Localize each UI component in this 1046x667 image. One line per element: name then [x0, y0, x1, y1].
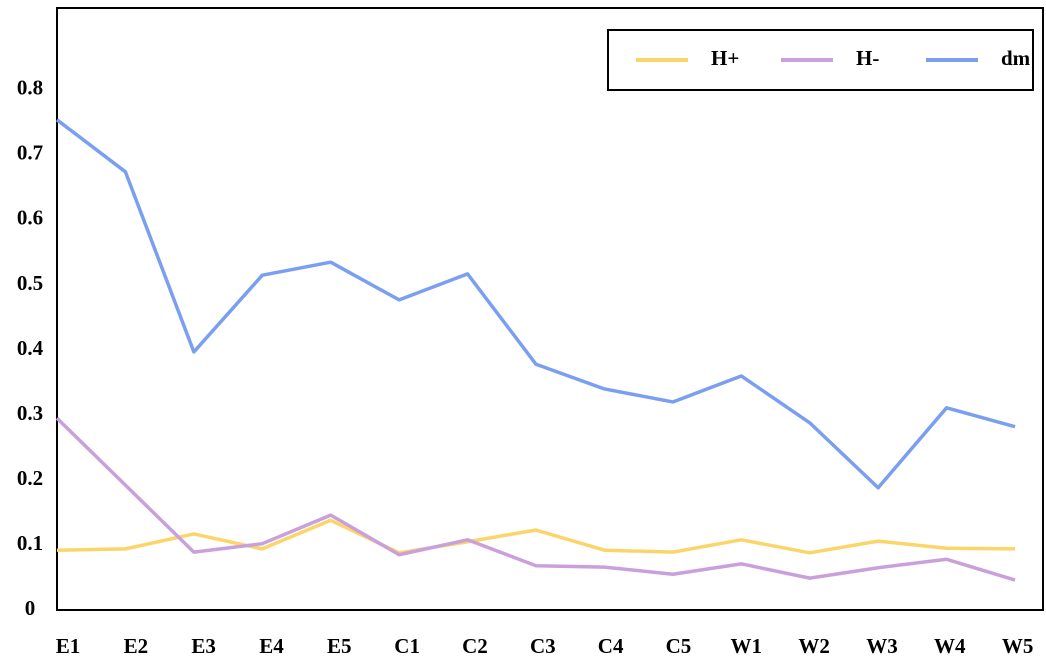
series-line: [55, 118, 1016, 490]
x-tick-label: E4: [259, 634, 284, 658]
x-tick-label: C1: [394, 634, 420, 658]
y-tick-label: 0.6: [17, 206, 43, 230]
y-tick-label: 0: [25, 596, 36, 620]
x-tick-label: W1: [731, 634, 763, 658]
legend-label: dm: [1001, 46, 1031, 70]
legend-label: H-: [856, 46, 879, 70]
x-tick-label: E2: [124, 634, 149, 658]
x-tick-label: C2: [462, 634, 488, 658]
plot-frame: [56, 7, 1044, 611]
x-tick-label: C5: [666, 634, 692, 658]
x-tick-label: W2: [798, 634, 830, 658]
x-tick-label: C3: [530, 634, 556, 658]
x-tick-label: E5: [327, 634, 352, 658]
y-tick-label: 0.3: [17, 401, 43, 425]
legend-label: H+: [711, 46, 739, 70]
x-tick-label: C4: [598, 634, 624, 658]
x-tick-label: E1: [56, 634, 81, 658]
y-tick-label: 0.4: [17, 336, 44, 360]
series-line: [56, 518, 1016, 555]
x-tick-label: W5: [1002, 634, 1034, 658]
y-tick-label: 0.7: [17, 141, 43, 165]
y-tick-label: 0.8: [17, 76, 43, 100]
y-tick-label: 0.5: [17, 271, 43, 295]
y-tick-label: 0.1: [17, 531, 43, 555]
series-line: [55, 416, 1016, 582]
y-tick-label: 0.2: [17, 466, 43, 490]
x-tick-label: E3: [191, 634, 216, 658]
x-tick-label: W3: [866, 634, 898, 658]
x-tick-label: W4: [934, 634, 966, 658]
